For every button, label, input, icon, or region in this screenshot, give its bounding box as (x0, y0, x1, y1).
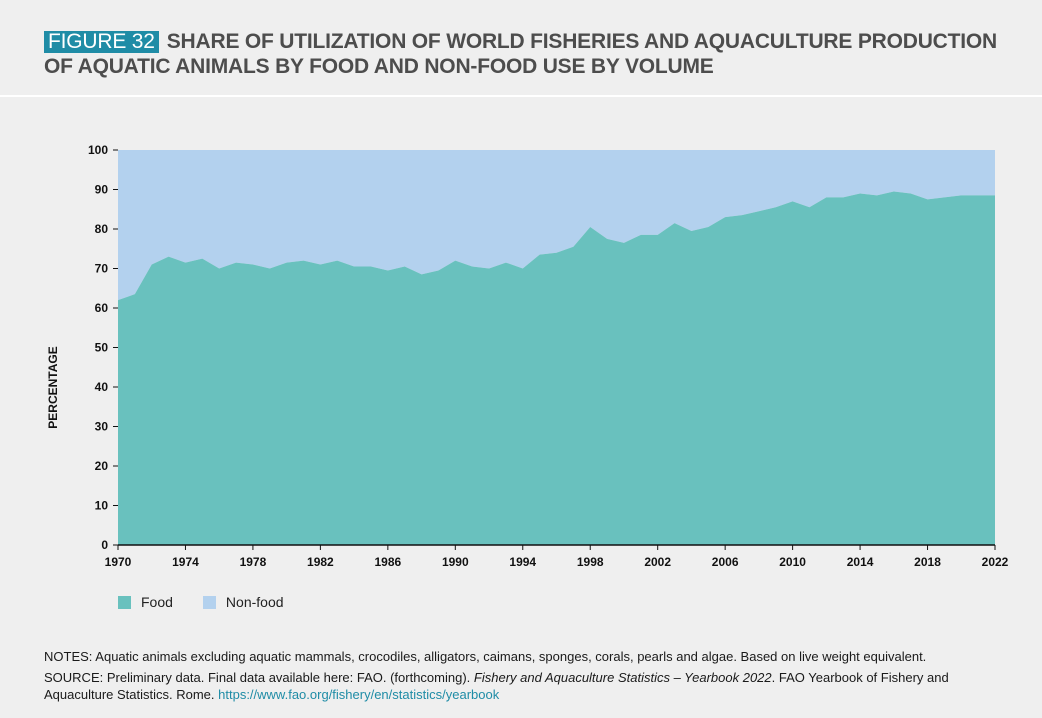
area-non-food (118, 150, 995, 301)
legend-swatch-non-food (202, 595, 216, 609)
x-tick-label: 1998 (577, 555, 604, 569)
y-tick-label: 100 (88, 143, 108, 157)
y-tick-label: 0 (101, 538, 108, 552)
x-tick-label: 2018 (914, 555, 941, 569)
x-axis-ticks: 1970 1974 1978 1982 1986 1990 1994 1998 2002 2006… (105, 545, 1009, 569)
figure-title-text: SHARE OF UTILIZATION OF WORLD FISHERIES … (44, 30, 998, 78)
y-axis-title: PERCENTAGE (46, 346, 60, 428)
title-divider (0, 95, 1042, 97)
chart-areas (118, 150, 995, 545)
x-tick-label: 2006 (712, 555, 739, 569)
legend: Food Non-food (118, 594, 284, 610)
y-tick-label: 80 (95, 222, 109, 236)
legend-label-food: Food (141, 594, 173, 610)
y-tick-label: 40 (95, 380, 109, 394)
x-tick-label: 1974 (172, 555, 199, 569)
legend-item-non-food: Non-food (202, 594, 284, 610)
source-link[interactable]: https://www.fao.org/fishery/en/statistic… (218, 687, 500, 702)
figure-title: FIGURE 32 SHARE OF UTILIZATION OF WORLD F… (44, 29, 1004, 79)
figure-label: FIGURE 32 (44, 31, 159, 53)
y-tick-label: 10 (95, 499, 109, 513)
x-tick-label: 2010 (779, 555, 806, 569)
legend-swatch-food (118, 595, 131, 609)
notes-text: NOTES: Aquatic animals excluding aquatic… (44, 649, 927, 664)
x-tick-label: 2002 (644, 555, 671, 569)
y-tick-label: 50 (95, 341, 109, 355)
y-tick-label: 60 (95, 301, 109, 315)
source-suffix: . FAO Yearbook of Fishery and Aquacultur… (44, 670, 949, 702)
y-tick-label: 90 (95, 183, 109, 197)
x-tick-label: 1986 (374, 555, 401, 569)
y-tick-label: 70 (95, 262, 109, 276)
notes-block: NOTES: Aquatic animals excluding aquatic… (44, 648, 1004, 707)
y-tick-label: 30 (95, 420, 109, 434)
y-tick-label: 20 (95, 459, 109, 473)
legend-label-non-food: Non-food (225, 594, 284, 610)
x-tick-label: 1994 (509, 555, 536, 569)
source-title: Fishery and Aquaculture Statistics – Yea… (473, 670, 772, 685)
area-food (118, 191, 995, 545)
source-prefix: SOURCE: Preliminary data. Final data ava… (44, 670, 474, 685)
legend-item-food: Food (118, 594, 173, 610)
x-tick-label: 2022 (982, 555, 1009, 569)
x-tick-label: 1982 (307, 555, 334, 569)
x-tick-label: 2014 (847, 555, 874, 569)
x-tick-label: 1990 (442, 555, 469, 569)
y-axis-ticks: 0 10 20 30 40 50 60 70 80 90 100 (88, 143, 118, 552)
x-tick-label: 1970 (105, 555, 132, 569)
x-tick-label: 1978 (240, 555, 267, 569)
source-text: SOURCE: Preliminary data. Final data ava… (44, 669, 1004, 703)
